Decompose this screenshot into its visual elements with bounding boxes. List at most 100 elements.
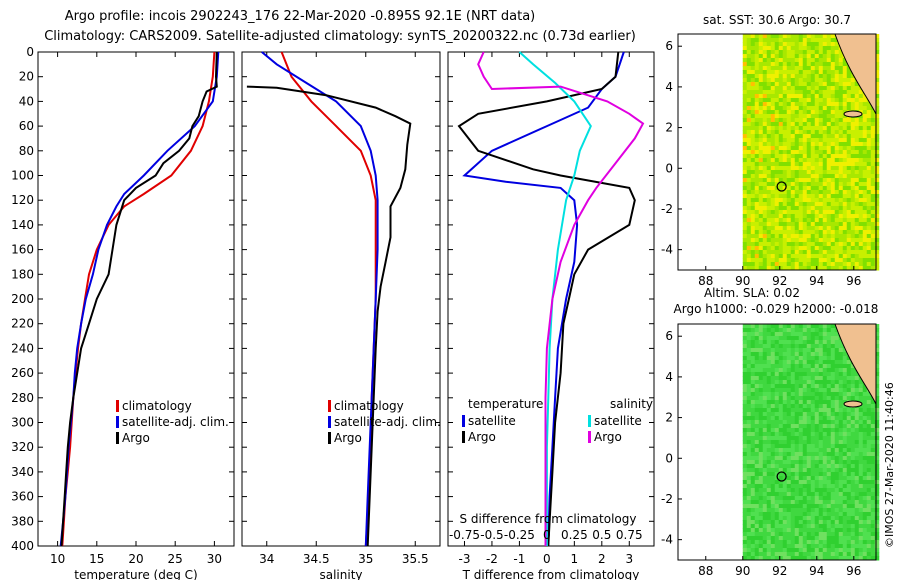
- map-cell: [806, 488, 812, 493]
- map-cell: [770, 360, 776, 365]
- map-cell: [782, 548, 788, 553]
- map-cell: [786, 258, 792, 263]
- map-cell: [838, 90, 844, 95]
- map-cell: [838, 404, 844, 409]
- map-cell: [806, 324, 812, 329]
- map-cell: [746, 448, 752, 453]
- legend-swatch: [328, 416, 331, 428]
- map-cell: [790, 360, 796, 365]
- map-cell: [746, 492, 752, 497]
- map-cell: [782, 360, 788, 365]
- map-cell: [870, 472, 876, 477]
- map-y-tick-label: 6: [665, 39, 673, 53]
- map-cell: [782, 254, 788, 259]
- map-cell: [750, 400, 756, 405]
- map-cell: [798, 46, 804, 51]
- map-cell: [742, 150, 748, 155]
- map-cell: [790, 496, 796, 501]
- map-cell: [786, 404, 792, 409]
- map-cell: [790, 452, 796, 457]
- map-cell: [870, 154, 876, 159]
- map-cell: [838, 516, 844, 521]
- map-cell: [834, 82, 840, 87]
- map-cell: [842, 86, 848, 91]
- map-cell: [818, 400, 824, 405]
- map-cell: [746, 420, 752, 425]
- map-cell: [766, 230, 772, 235]
- map-cell: [758, 400, 764, 405]
- map-cell: [762, 230, 768, 235]
- map-cell: [854, 432, 860, 437]
- map-cell: [834, 130, 840, 135]
- map-cell: [810, 246, 816, 251]
- map-cell: [746, 210, 752, 215]
- map-cell: [854, 548, 860, 553]
- map-cell: [750, 452, 756, 457]
- map-cell: [782, 416, 788, 421]
- map-cell: [802, 186, 808, 191]
- map-cell: [814, 114, 820, 119]
- map-cell: [770, 98, 776, 103]
- map-cell: [766, 262, 772, 267]
- map-cell: [774, 392, 780, 397]
- map-cell: [774, 464, 780, 469]
- map-cell: [810, 162, 816, 167]
- map-cell: [798, 170, 804, 175]
- map-cell: [766, 90, 772, 95]
- legend-label: Argo: [594, 430, 622, 444]
- map-cell: [814, 544, 820, 549]
- map-cell: [770, 94, 776, 99]
- map-cell: [854, 436, 860, 441]
- map-cell: [858, 420, 864, 425]
- map-cell: [770, 528, 776, 533]
- map-cell: [758, 448, 764, 453]
- map-cell: [802, 388, 808, 393]
- map-cell: [766, 202, 772, 207]
- map-cell: [782, 186, 788, 191]
- map-cell: [766, 496, 772, 501]
- map-cell: [822, 122, 828, 127]
- map-cell: [806, 524, 812, 529]
- map-cell: [850, 138, 856, 143]
- map-cell: [826, 106, 832, 111]
- map-cell: [850, 500, 856, 505]
- map-cell: [810, 472, 816, 477]
- map-cell: [742, 54, 748, 59]
- map-cell: [750, 408, 756, 413]
- map-cell: [778, 226, 784, 231]
- profile-location-marker: [776, 471, 787, 482]
- map-cell: [766, 42, 772, 47]
- map-cell: [834, 162, 840, 167]
- map-cell: [750, 548, 756, 553]
- map-cell: [858, 456, 864, 461]
- map-cell: [778, 516, 784, 521]
- map-cell: [806, 528, 812, 533]
- map-cell: [778, 428, 784, 433]
- map-cell: [790, 126, 796, 131]
- map-cell: [818, 468, 824, 473]
- map-cell: [826, 488, 832, 493]
- map-cell: [850, 214, 856, 219]
- map-cell: [758, 254, 764, 259]
- map-cell: [818, 250, 824, 255]
- map-cell: [874, 532, 880, 537]
- map-cell: [814, 250, 820, 255]
- map-cell: [794, 336, 800, 341]
- map-cell: [786, 138, 792, 143]
- map-cell: [794, 348, 800, 353]
- map-cell: [742, 380, 748, 385]
- map-cell: [826, 94, 832, 99]
- map-cell: [858, 198, 864, 203]
- map-cell: [854, 424, 860, 429]
- map-cell: [818, 190, 824, 195]
- map-cell: [862, 126, 868, 131]
- map-cell: [822, 142, 828, 147]
- map-cell: [798, 380, 804, 385]
- map-cell: [750, 344, 756, 349]
- panel-salinity: 34 34.5 35 35.5salinityclimatologysatellite…: [241, 51, 441, 582]
- map-cell: [826, 400, 832, 405]
- map-cell: [854, 246, 860, 251]
- map-cell: [858, 480, 864, 485]
- map-cell: [802, 412, 808, 417]
- map-cell: [766, 356, 772, 361]
